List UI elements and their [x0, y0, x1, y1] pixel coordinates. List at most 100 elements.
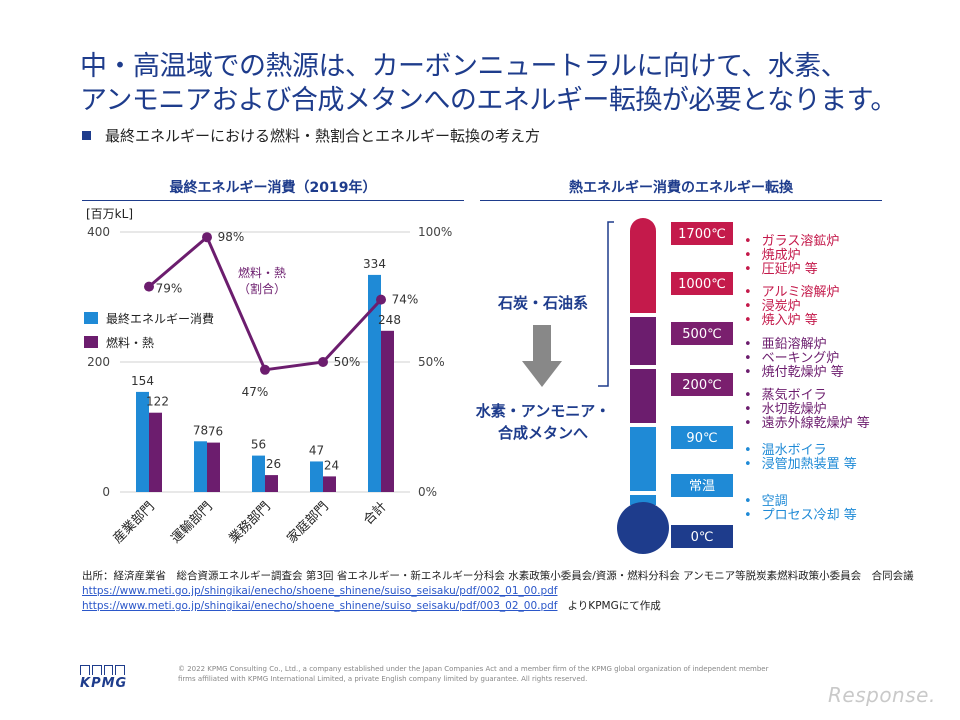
thermometer-low-segment	[630, 427, 656, 491]
ratio-point	[318, 357, 328, 367]
thermometer	[617, 218, 669, 554]
source-line: 出所：経済産業省 総合資源エネルギー調査会 第3回 省エネルギー・新エネルギー分…	[82, 570, 914, 582]
kpmg-logo-text: KPMG	[80, 676, 128, 691]
equipment-list: 亜鉛溶解炉ベーキング炉焼付乾燥炉 等	[744, 338, 844, 380]
equipment-item: プロセス冷却 等	[744, 509, 857, 523]
equipment-item: 圧延炉 等	[744, 263, 839, 277]
bar-value-label: 334	[363, 257, 386, 271]
bar-value-label: 26	[266, 457, 281, 471]
equipment-item: 浸管加熱装置 等	[744, 458, 857, 472]
bar-value-label: 24	[324, 458, 339, 472]
ratio-value-label: 79%	[156, 282, 183, 296]
equipment-list: 蒸気ボイラ水切乾燥炉遠赤外線乾燥炉 等	[744, 389, 870, 431]
equipment-item: 焼成炉	[744, 249, 839, 263]
bar-final-energy	[136, 391, 149, 492]
temperature-tag: 200℃	[670, 372, 734, 397]
bar-fuel-heat	[207, 442, 220, 492]
equipment-item: 亜鉛溶解炉	[744, 338, 844, 352]
square-bullet-icon	[82, 131, 91, 140]
to-label-line2: 合成メタンへ	[497, 424, 588, 442]
page-title: 中・高温域での熱源は、カーボンニュートラルに向けて、水素、 アンモニアおよび合成…	[80, 50, 940, 118]
equipment-item: アルミ溶解炉	[744, 286, 840, 300]
category-label: 家庭部門	[284, 499, 332, 547]
line-annotation-line1: 燃料・熱	[238, 265, 286, 280]
y-axis-unit-label: [百万kL]	[86, 207, 133, 221]
equipment-item: ガラス溶鉱炉	[744, 235, 840, 249]
temperature-tag: 常温	[670, 473, 734, 498]
y-tick-label: 0	[102, 485, 110, 499]
temperature-tag: 0℃	[670, 524, 734, 549]
equipment-item: 遠赤外線乾燥炉 等	[744, 417, 870, 431]
ratio-value-label: 50%	[334, 355, 361, 369]
thermometer-bulb	[617, 502, 669, 554]
category-label: 合計	[360, 499, 390, 529]
ratio-point	[260, 364, 270, 375]
bracket	[598, 221, 614, 387]
equipment-item: 蒸気ボイラ	[744, 389, 870, 403]
bar-fuel-heat	[323, 476, 336, 492]
thermometer-mid-segment-1	[630, 317, 656, 365]
response-watermark: Response.	[828, 683, 936, 707]
legend-swatch	[84, 312, 98, 324]
bar-value-label: 78	[193, 423, 208, 437]
source-link-2[interactable]: https://www.meti.go.jp/shingikai/enecho/…	[82, 600, 558, 612]
equipment-item: 水切乾燥炉	[744, 403, 870, 417]
to-label: 水素・アンモニア・ 合成メタンへ	[468, 400, 618, 444]
equipment-item: 温水ボイラ	[744, 444, 857, 458]
y-tick-label: 400	[87, 225, 110, 239]
bar-fuel-heat	[381, 330, 394, 492]
source-suffix: よりKPMGにて作成	[567, 600, 661, 612]
bar-final-energy	[194, 441, 207, 492]
legend-swatch	[84, 336, 98, 348]
equipment-list: ガラス溶鉱炉焼成炉圧延炉 等	[744, 235, 840, 277]
kpmg-logo: KPMG	[80, 665, 128, 691]
temperature-tag: 1000℃	[670, 271, 734, 296]
y2-tick-label: 50%	[418, 355, 445, 369]
y-tick-label: 200	[87, 355, 110, 369]
subtitle-text: 最終エネルギーにおける燃料・熱割合とエネルギー転換の考え方	[105, 127, 541, 145]
y2-tick-label: 0%	[418, 485, 437, 499]
temperature-tag: 500℃	[670, 321, 734, 346]
legend-label: 燃料・熱	[106, 335, 154, 350]
bar-final-energy	[252, 455, 265, 492]
category-label: 業務部門	[226, 499, 274, 547]
ratio-point	[202, 232, 212, 243]
category-label: 運輸部門	[168, 499, 215, 546]
left-section-title: 最終エネルギー消費（2019年）	[169, 180, 377, 196]
equipment-list: アルミ溶解炉浸炭炉焼入炉 等	[744, 286, 840, 328]
bar-value-label: 154	[131, 374, 154, 388]
right-section-divider	[480, 200, 882, 201]
equipment-item: ベーキング炉	[744, 352, 844, 366]
category-label: 産業部門	[110, 499, 158, 547]
source-note: 出所：経済産業省 総合資源エネルギー調査会 第3回 省エネルギー・新エネルギー分…	[82, 569, 914, 614]
equipment-list: 空調プロセス冷却 等	[744, 495, 857, 523]
page-title-line2: アンモニアおよび合成メタンへのエネルギー転換が必要となります。	[80, 85, 897, 116]
bar-value-label: 47	[309, 443, 324, 457]
equipment-item: 空調	[744, 495, 857, 509]
down-arrow-icon	[522, 325, 562, 387]
source-link-1[interactable]: https://www.meti.go.jp/shingikai/enecho/…	[82, 585, 558, 597]
bar-final-energy	[368, 274, 381, 492]
bar-value-label: 56	[251, 438, 266, 452]
ratio-value-label: 47%	[242, 385, 269, 399]
copyright-notice: © 2022 KPMG Consulting Co., Ltd., a comp…	[178, 665, 769, 683]
ratio-point	[376, 294, 386, 305]
legend-label: 最終エネルギー消費	[106, 311, 214, 326]
y2-tick-label: 100%	[418, 225, 452, 239]
left-section-divider	[82, 200, 464, 201]
right-section-title: 熱エネルギー消費のエネルギー転換	[569, 180, 793, 196]
ratio-point	[144, 281, 154, 292]
bar-fuel-heat	[265, 475, 278, 492]
equipment-list: 温水ボイラ浸管加熱装置 等	[744, 444, 857, 472]
from-label: 石炭・石油系	[497, 294, 588, 312]
bar-final-energy	[310, 461, 323, 492]
to-label-line1: 水素・アンモニア・	[475, 402, 611, 420]
page-title-line1: 中・高温域での熱源は、カーボンニュートラルに向けて、水素、	[80, 51, 848, 82]
equipment-item: 焼付乾燥炉 等	[744, 366, 844, 380]
bar-value-label: 76	[208, 425, 223, 439]
thermometer-mid-segment-2	[630, 369, 656, 423]
temperature-tag: 90℃	[670, 425, 734, 450]
equipment-item: 浸炭炉	[744, 300, 840, 314]
chart-layer: [百万kL] 0 200 400 0% 50% 100% 154 122 産業部門 78 76 運輸部門…	[84, 207, 452, 547]
equipment-item: 焼入炉 等	[744, 314, 840, 328]
